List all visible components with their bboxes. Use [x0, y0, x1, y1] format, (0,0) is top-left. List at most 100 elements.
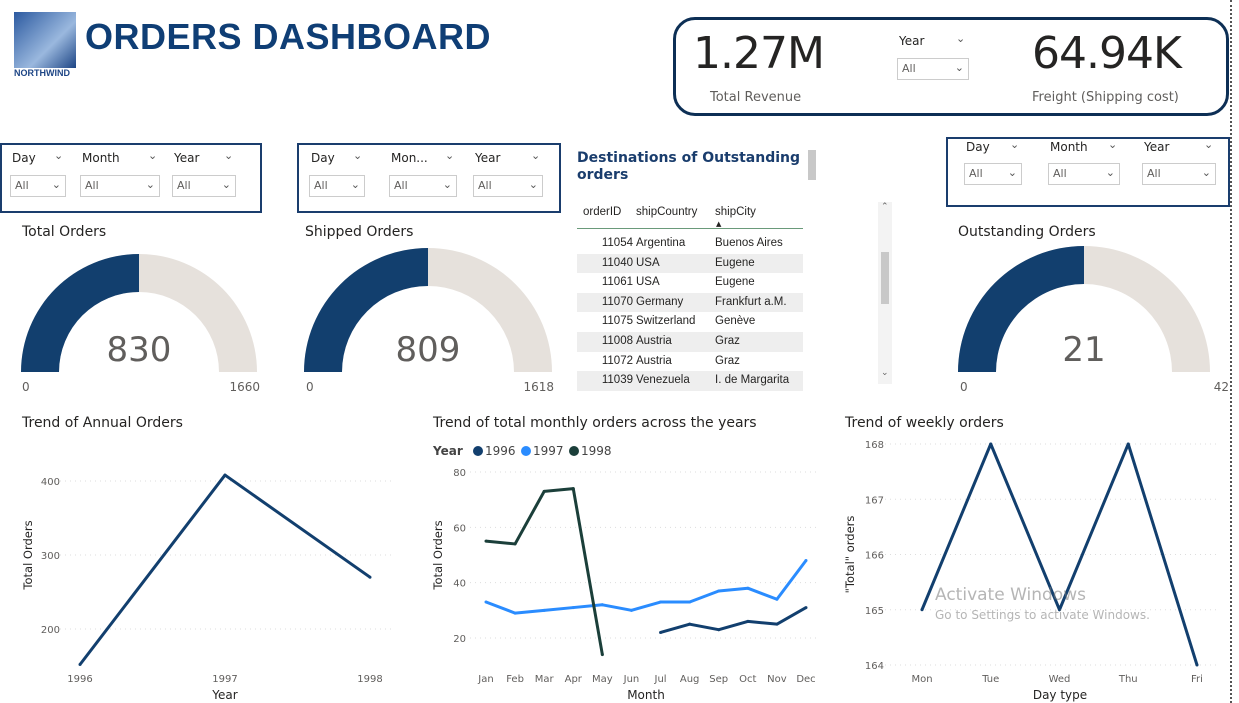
chevron-down-icon[interactable]: ⌄	[1010, 138, 1020, 151]
data-point[interactable]	[78, 663, 82, 667]
data-point[interactable]	[775, 622, 779, 626]
dropdown-value: All	[478, 179, 492, 192]
data-point[interactable]	[688, 600, 692, 604]
slicer-dropdown[interactable]: All ⌄	[172, 175, 236, 197]
dropdown-value: All	[1147, 167, 1161, 180]
column-header-shipcountry[interactable]: shipCountry	[636, 206, 698, 218]
title-scrollbar[interactable]	[808, 150, 816, 180]
data-point[interactable]	[746, 586, 750, 590]
scrollbar-thumb[interactable]	[881, 252, 889, 304]
column-header-shipcity[interactable]: shipCity	[715, 206, 756, 218]
slicer-dropdown[interactable]: All ⌄	[10, 175, 66, 197]
slicer-dropdown[interactable]: All ⌄	[80, 175, 160, 197]
legend-entry[interactable]: 1997	[533, 444, 564, 458]
data-point[interactable]	[717, 589, 721, 593]
x-tick-label: Jan	[477, 674, 493, 685]
series-line-1997[interactable]	[485, 559, 808, 615]
table-row[interactable]: 11061 USA Eugene	[577, 273, 803, 293]
date-slicer-3	[946, 137, 1230, 207]
data-point[interactable]	[542, 608, 546, 612]
table-scrollbar[interactable]: ⌃ ⌄	[878, 202, 892, 384]
table-row[interactable]: 11040 USA Eugene	[577, 253, 803, 274]
chevron-down-icon[interactable]: ⌄	[531, 149, 541, 162]
legend-marker[interactable]	[473, 446, 483, 456]
chevron-down-icon[interactable]: ⌄	[224, 149, 234, 162]
slicer-dropdown[interactable]: All ⌄	[1048, 163, 1120, 185]
data-point[interactable]	[571, 606, 575, 610]
chevron-down-icon: ⌄	[954, 61, 964, 74]
table-row[interactable]: 11072 Austria Graz	[577, 351, 803, 372]
data-point[interactable]	[746, 619, 750, 623]
data-point[interactable]	[659, 630, 663, 634]
kpi-card	[673, 17, 1229, 116]
chevron-down-icon[interactable]: ⌄	[1204, 138, 1214, 151]
gauge-value: 21	[1062, 330, 1106, 370]
legend-marker[interactable]	[521, 446, 531, 456]
chevron-down-icon[interactable]: ⌄	[1108, 138, 1118, 151]
column-header-orderid[interactable]: orderID	[583, 206, 622, 218]
slicer-dropdown[interactable]: All ⌄	[389, 175, 457, 197]
chevron-down-icon: ⌄	[145, 178, 155, 191]
data-point[interactable]	[989, 442, 993, 446]
y-tick-label: 80	[453, 468, 466, 479]
slicer-label: Month	[82, 151, 120, 165]
legend-marker[interactable]	[569, 446, 579, 456]
data-point[interactable]	[600, 603, 604, 607]
series-line-1996[interactable]	[660, 606, 807, 634]
chart-title: Trend of total monthly orders across the…	[432, 415, 757, 431]
y-tick-label: 60	[453, 523, 466, 534]
data-point[interactable]	[688, 622, 692, 626]
legend-entry[interactable]: 1996	[485, 444, 516, 458]
x-tick-label: Fri	[1191, 674, 1203, 685]
data-point[interactable]	[775, 597, 779, 601]
chevron-down-icon[interactable]: ⌄	[445, 149, 455, 162]
data-point[interactable]	[629, 608, 633, 612]
kpi-year-dropdown[interactable]: All ⌄	[897, 58, 969, 80]
page-border	[1230, 0, 1232, 703]
data-point[interactable]	[920, 608, 924, 612]
gauge-value: 830	[106, 330, 172, 370]
data-point[interactable]	[600, 653, 604, 657]
x-tick-label: 1997	[212, 674, 237, 685]
data-point[interactable]	[484, 539, 488, 543]
data-point[interactable]	[571, 487, 575, 491]
x-tick-label: Dec	[796, 674, 815, 685]
table-row[interactable]: 11039 Venezuela I. de Margarita	[577, 371, 803, 391]
scroll-up-icon[interactable]: ⌃	[881, 202, 889, 212]
data-point[interactable]	[804, 606, 808, 610]
chevron-down-icon[interactable]: ⌄	[54, 149, 64, 162]
table-row[interactable]: 11054 Argentina Buenos Aires	[577, 234, 803, 254]
data-point[interactable]	[1058, 608, 1061, 612]
series-line[interactable]	[78, 473, 371, 666]
table-row[interactable]: 11008 Austria Graz	[577, 332, 803, 352]
data-point[interactable]	[513, 611, 517, 615]
series-line-1998[interactable]	[485, 487, 604, 655]
chevron-down-icon[interactable]: ⌄	[353, 149, 363, 162]
chevron-down-icon[interactable]: ⌄	[956, 32, 966, 45]
data-point[interactable]	[368, 575, 372, 579]
legend-entry[interactable]: 1998	[581, 444, 612, 458]
chevron-down-icon[interactable]: ⌄	[148, 149, 158, 162]
cell-shipcity: Genève	[715, 315, 756, 328]
chevron-down-icon: ⌄	[442, 178, 452, 191]
slicer-label: Month	[1050, 140, 1088, 154]
data-point[interactable]	[484, 600, 488, 604]
cell-shipcity: Buenos Aires	[715, 237, 783, 249]
data-point[interactable]	[804, 559, 808, 563]
table-row[interactable]: 11075 Switzerland Genève	[577, 312, 803, 332]
data-point[interactable]	[223, 473, 227, 477]
slicer-dropdown[interactable]: All ⌄	[1142, 163, 1216, 185]
slicer-dropdown[interactable]: All ⌄	[473, 175, 543, 197]
data-point[interactable]	[717, 628, 721, 632]
data-point[interactable]	[659, 600, 663, 604]
slicer-dropdown[interactable]: All ⌄	[964, 163, 1022, 185]
data-point[interactable]	[542, 489, 546, 493]
cell-shipcountry: Austria	[636, 354, 672, 367]
scroll-down-icon[interactable]: ⌄	[881, 368, 889, 378]
data-point[interactable]	[1195, 663, 1199, 667]
data-point[interactable]	[1126, 442, 1130, 446]
table-row[interactable]: 11070 Germany Frankfurt a.M.	[577, 292, 803, 313]
data-point[interactable]	[513, 542, 517, 546]
y-axis-label: Total Orders	[21, 520, 35, 590]
slicer-dropdown[interactable]: All ⌄	[309, 175, 365, 197]
